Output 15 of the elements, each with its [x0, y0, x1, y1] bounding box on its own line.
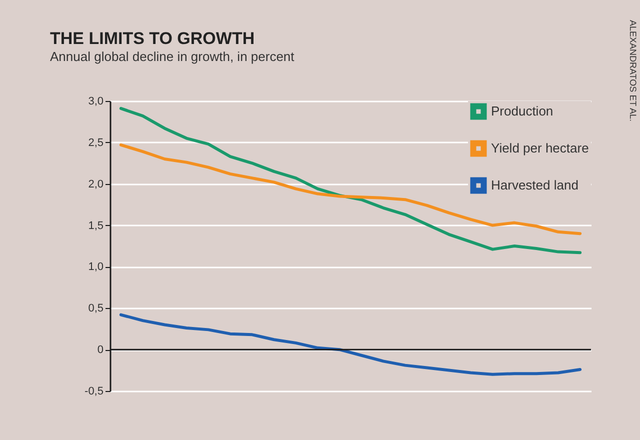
line-series: [119, 313, 582, 376]
chart-title: THE LIMITS TO GROWTH: [50, 29, 255, 48]
y-tick-label: 2,5: [88, 136, 104, 149]
y-tick-label: 0,5: [88, 302, 104, 315]
legend-label: Harvested land: [491, 178, 578, 192]
y-tick-label: -0,5: [84, 386, 104, 398]
legend-label: Yield per hectare: [491, 140, 589, 156]
legend-label: Production: [491, 104, 554, 118]
y-tick-label: 1,5: [88, 220, 104, 232]
y-tick-label: 0: [97, 344, 104, 356]
text: ALEXANDRATOS ET AL.: [628, 20, 638, 122]
y-tick-label: 1,0: [88, 261, 104, 274]
y-tick-label: 3,0: [88, 96, 104, 108]
y-tick-label: 2,0: [88, 178, 104, 190]
chart-subtitle: Annual global decline in growth, in percent: [50, 49, 295, 64]
